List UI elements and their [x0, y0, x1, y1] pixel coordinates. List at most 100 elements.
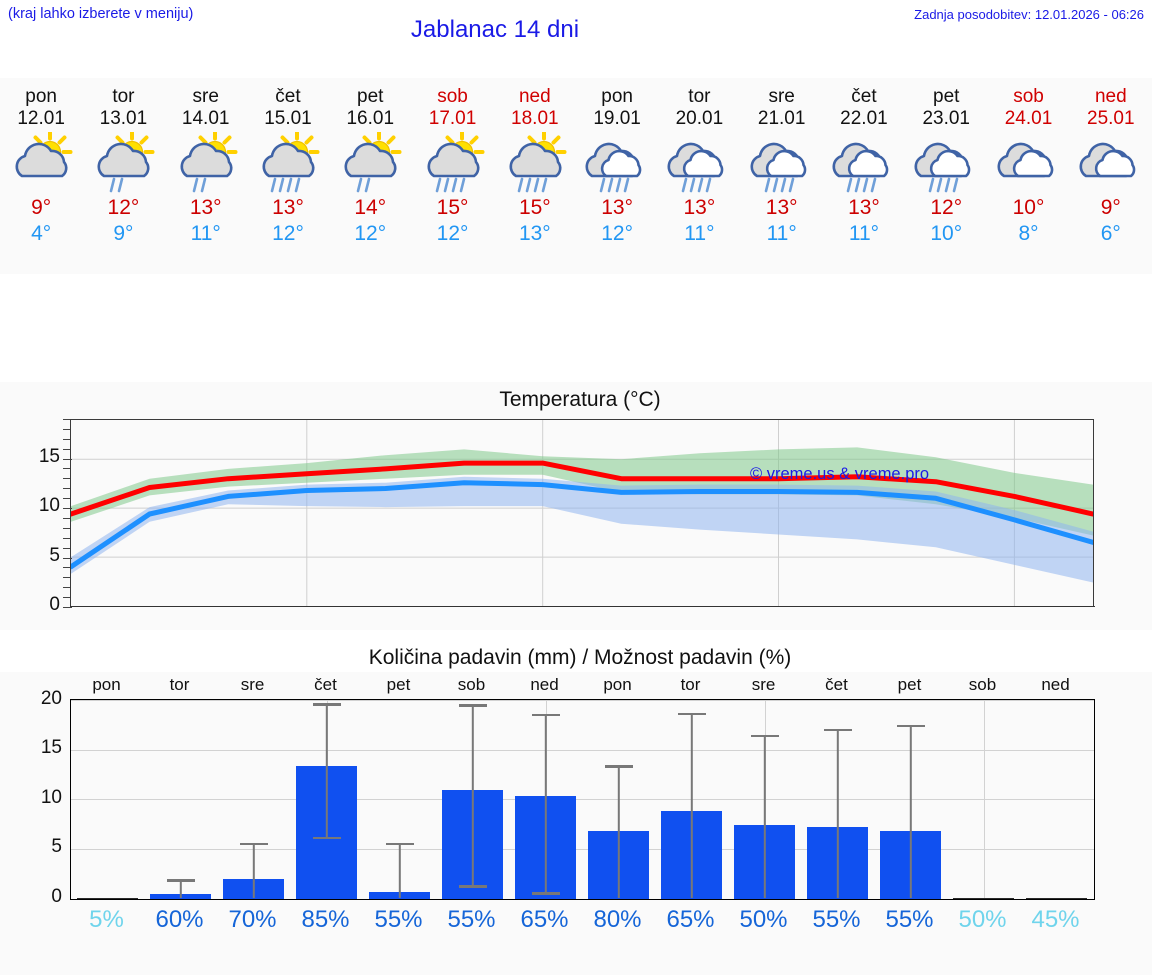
temperature-axis-tick [63, 428, 70, 430]
day-column[interactable]: ned 25.01 9° 6° [1070, 78, 1152, 268]
precipitation-bar-group[interactable] [217, 700, 290, 899]
cloud-part [344, 142, 397, 178]
temperature-axis-tick [63, 508, 72, 510]
precipitation-bar-group[interactable] [1020, 700, 1093, 899]
day-column[interactable]: čet 15.01 13° 12° [247, 78, 329, 268]
precipitation-day-label: sob [457, 675, 486, 694]
precipitation-probability-label: 50% [739, 906, 788, 933]
rain-part [270, 177, 301, 193]
day-date: 17.01 [428, 108, 477, 129]
sun-cloud-rain-icon [418, 129, 488, 194]
day-date: 24.01 [1004, 108, 1053, 129]
section-divider-band-top [0, 268, 1152, 274]
precipitation-bar-group[interactable] [801, 700, 874, 899]
temperature-axis-tick [63, 478, 70, 480]
precipitation-day-label: sre [751, 675, 776, 694]
day-min-temp: 11° [190, 222, 221, 245]
cloud-part [15, 142, 68, 178]
precipitation-bar-group[interactable] [947, 700, 1020, 899]
day-max-temp: 15° [436, 196, 469, 219]
precipitation-bar-group[interactable] [509, 700, 582, 899]
precipitation-vertical-gridline [983, 700, 985, 899]
temperature-axis-tick [63, 419, 70, 420]
precipitation-error-bar [325, 704, 328, 838]
day-column[interactable]: pet 16.01 14° 12° [329, 78, 411, 268]
sun-cloud-rain-icon [253, 129, 323, 194]
day-date: 20.01 [675, 108, 724, 129]
day-column[interactable]: sob 17.01 15° 12° [411, 78, 493, 268]
temperature-axis-baseline [70, 606, 1095, 608]
precipitation-error-cap-bottom [312, 836, 341, 840]
day-date: 19.01 [593, 108, 641, 129]
cloud-part [97, 142, 150, 178]
rain-part [517, 177, 548, 193]
precipitation-y-tick-label: 0 [51, 885, 62, 907]
precipitation-bar-group[interactable] [144, 700, 217, 899]
sun-cloud-rain-light-icon [88, 129, 158, 194]
precipitation-probability-label: 55% [812, 906, 861, 933]
day-column[interactable]: pon 19.01 13° 12° [576, 78, 658, 268]
day-column[interactable]: sre 21.01 13° 11° [741, 78, 823, 268]
day-name: sre [768, 86, 795, 107]
precipitation-bar-group[interactable] [655, 700, 728, 899]
temperature-axis-tick [63, 517, 70, 519]
day-column[interactable]: čet 22.01 13° 11° [823, 78, 905, 268]
cloud-part [262, 142, 315, 178]
precipitation-bar-group[interactable] [874, 700, 947, 899]
precipitation-bar-group[interactable] [363, 700, 436, 899]
day-column[interactable]: pet 23.01 12° 10° [905, 78, 987, 268]
day-date: 12.01 [17, 108, 65, 129]
precipitation-bar-group[interactable] [728, 700, 801, 899]
day-name: čet [275, 86, 301, 107]
day-max-temp: 13° [848, 196, 880, 219]
precipitation-bar-group[interactable] [582, 700, 655, 899]
temperature-axis-tick [63, 498, 70, 500]
day-min-temp: 13° [518, 222, 551, 245]
precipitation-probability-label: 85% [301, 906, 350, 933]
precipitation-y-tick-label: 20 [40, 687, 62, 709]
day-date: 25.01 [1087, 108, 1135, 129]
precipitation-plot-area [70, 699, 1095, 900]
precipitation-day-label: sre [240, 675, 265, 694]
day-min-temp: 11° [766, 222, 797, 245]
daily-forecast-strip: pon 12.01 9° 4° tor 13.01 12° 9° sre 14.01 13° 11° č… [0, 78, 1152, 268]
precipitation-error-cap-bottom [531, 892, 560, 895]
precipitation-probability-label: 70% [228, 906, 277, 933]
day-min-temp: 6° [1100, 222, 1121, 245]
precipitation-gridline [71, 848, 1094, 850]
day-min-temp: 11° [684, 222, 715, 245]
rain-part [192, 177, 207, 193]
min-temp-line [71, 480, 1093, 570]
rain-part [682, 177, 712, 193]
day-max-temp: 13° [601, 196, 633, 219]
cloud-icon [1076, 132, 1146, 194]
precipitation-error-cap-top [531, 713, 560, 717]
precipitation-bar-group[interactable] [436, 700, 509, 899]
precipitation-probability-label: 65% [666, 906, 715, 933]
precipitation-y-tick-label: 5 [51, 836, 62, 857]
day-name: pet [357, 86, 384, 107]
precipitation-probability-label: 80% [593, 906, 642, 933]
day-column[interactable]: sre 14.01 13° 11° [165, 78, 247, 268]
day-column[interactable]: tor 13.01 12° 9° [82, 78, 164, 268]
temperature-axis-tick [63, 458, 72, 460]
menu-hint-text: (kraj lahko izberete v meniju) [8, 6, 194, 22]
day-column[interactable]: pon 12.01 9° 4° [0, 78, 82, 268]
precipitation-probability-label: 55% [374, 906, 423, 933]
sun-cloud-rain-icon [500, 129, 570, 194]
precipitation-day-labels: pon tor sre čet pet sob ned pon tor sre čet pet sob n… [70, 675, 1092, 699]
cloud-part [427, 142, 480, 178]
day-column[interactable]: tor 20.01 13° 11° [658, 78, 740, 268]
precipitation-day-label: pon [92, 675, 121, 694]
precipitation-error-bar [252, 843, 255, 898]
day-column[interactable]: ned 18.01 15° 13° [494, 78, 576, 268]
precipitation-bar-group[interactable] [290, 700, 363, 899]
day-name: sob [437, 86, 468, 107]
precipitation-day-label: sob [968, 675, 997, 694]
cloud-rain-icon [664, 132, 734, 194]
precipitation-error-cap-top [896, 724, 925, 728]
day-column[interactable]: sob 24.01 10° 8° [987, 78, 1069, 268]
precipitation-bar-group[interactable] [71, 700, 144, 899]
section-divider-band-mid [0, 382, 1152, 388]
day-max-temp: 13° [189, 196, 222, 219]
